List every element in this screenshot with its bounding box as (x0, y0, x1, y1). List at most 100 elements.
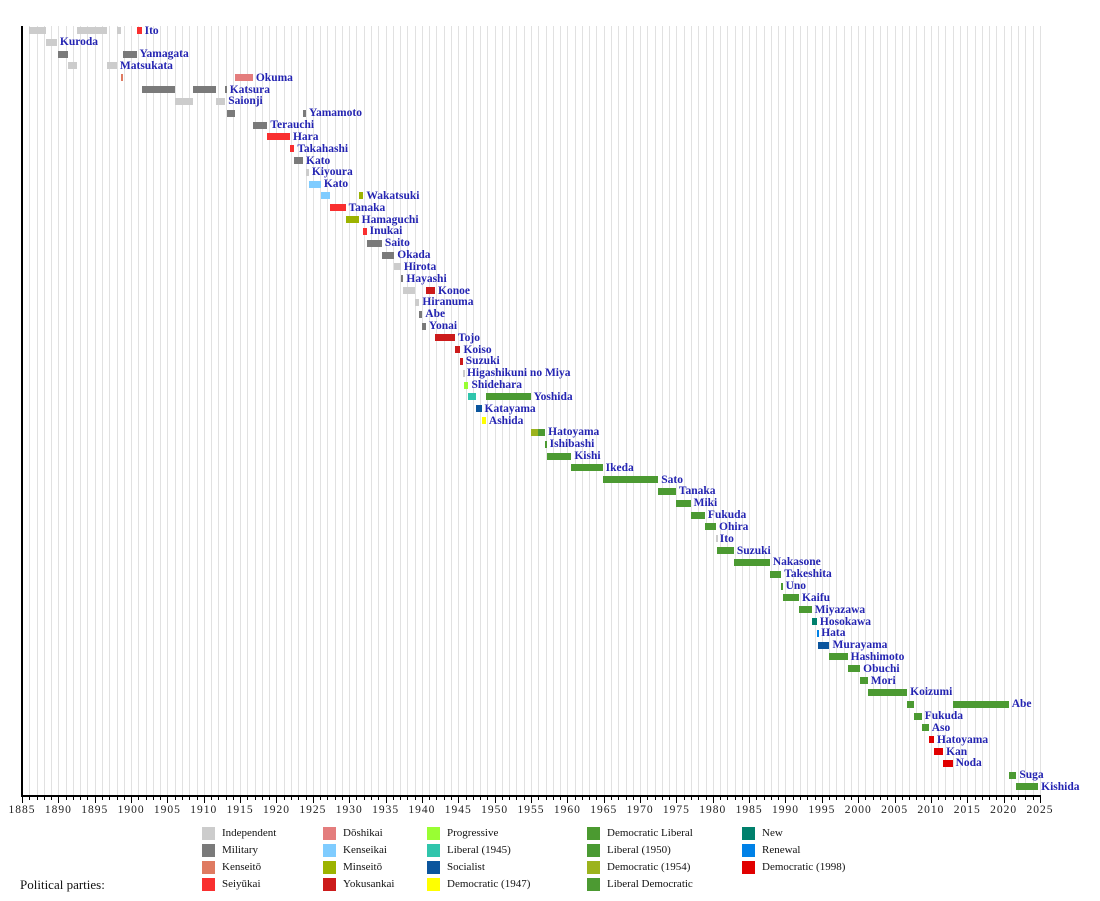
grid-line (494, 26, 496, 795)
major-tick (749, 797, 751, 803)
y-axis-line (21, 26, 23, 795)
grid-line (247, 26, 249, 795)
minor-tick (283, 797, 285, 800)
pm-bar (782, 594, 799, 602)
major-tick (1003, 797, 1005, 803)
grid-line (800, 26, 802, 795)
grid-line (392, 26, 394, 795)
grid-line (43, 26, 45, 795)
pm-bar (403, 287, 415, 295)
axis-tick-label: 2005 (881, 804, 909, 816)
pm-bar (481, 417, 486, 425)
minor-tick (705, 797, 707, 800)
grid-line (429, 26, 431, 795)
pm-label: Ito (719, 532, 734, 545)
grid-line (36, 26, 38, 795)
major-tick (276, 797, 278, 803)
minor-tick (560, 797, 562, 800)
grid-line (930, 26, 932, 795)
grid-line (218, 26, 220, 795)
minor-tick (269, 797, 271, 800)
pm-label: Mori (870, 674, 896, 687)
minor-tick (814, 797, 816, 800)
grid-line (996, 26, 998, 795)
pm-bar (329, 204, 346, 212)
minor-tick (741, 797, 743, 800)
minor-tick (909, 797, 911, 800)
pm-label: Okada (397, 249, 431, 262)
minor-tick (916, 797, 918, 800)
minor-tick (880, 797, 882, 800)
grid-line (320, 26, 322, 795)
minor-tick (938, 797, 940, 800)
grid-line (807, 26, 809, 795)
major-tick (312, 797, 314, 803)
pm-bar (847, 665, 861, 673)
pm-bar (571, 464, 603, 472)
axis-tick-label: 1970 (626, 804, 654, 816)
legend-label: Liberal (1945) (447, 843, 511, 856)
grid-line (836, 26, 838, 795)
pm-bar (320, 192, 330, 200)
pm-bar (235, 74, 253, 82)
pm-label: Saito (384, 237, 410, 250)
minor-tick (211, 797, 213, 800)
legend-label: Democratic Liberal (607, 826, 693, 839)
minor-tick (756, 797, 758, 800)
axis-tick-label: 1925 (299, 804, 327, 816)
pm-label: Yamamoto (308, 107, 362, 120)
legend-label: Seiyūkai (222, 877, 261, 890)
pm-label: Yonai (428, 320, 458, 332)
axis-tick-label: 1950 (481, 804, 509, 816)
legend-swatch (587, 826, 600, 840)
pm-label: Tanaka (348, 201, 386, 214)
pm-bar (303, 109, 306, 117)
pm-bar (475, 405, 482, 413)
minor-tick (116, 797, 118, 800)
grid-line (887, 26, 889, 795)
grid-line (327, 26, 329, 795)
legend-swatch (202, 877, 215, 891)
minor-tick (291, 797, 293, 800)
pm-bar (781, 582, 784, 590)
minor-tick (538, 797, 540, 800)
pm-label: Yoshida (533, 390, 573, 403)
minor-tick (661, 797, 663, 800)
pm-label: Miyazawa (814, 603, 866, 616)
legend-swatch (427, 860, 440, 874)
grid-line (938, 26, 940, 795)
minor-tick (480, 797, 482, 800)
pm-bar (116, 27, 121, 34)
grid-line (821, 26, 823, 795)
pm-label: Ishibashi (549, 438, 595, 451)
pm-label: Hayashi (406, 272, 447, 285)
axis-tick-label: 1935 (372, 804, 400, 816)
pm-bar (860, 677, 868, 685)
minor-tick (400, 797, 402, 800)
grid-line (734, 26, 736, 795)
grid-line (945, 26, 947, 795)
minor-tick (669, 797, 671, 800)
axis-tick-label: 1955 (517, 804, 545, 816)
minor-tick (945, 797, 947, 800)
grid-line (618, 26, 620, 795)
grid-line (94, 26, 96, 795)
grid-line (254, 26, 256, 795)
minor-tick (472, 797, 474, 800)
grid-line (145, 26, 147, 795)
grid-line (1039, 26, 1041, 795)
grid-line (865, 26, 867, 795)
major-tick (349, 797, 351, 803)
major-tick (858, 797, 860, 803)
pm-label: Suga (1019, 769, 1044, 782)
legend-label: Military (222, 843, 259, 856)
legend-swatch (427, 843, 440, 857)
minor-tick (371, 797, 373, 800)
grid-line (363, 26, 365, 795)
major-tick (821, 797, 823, 803)
pm-label: Hatoyama (548, 426, 600, 439)
axis-tick-label: 1920 (262, 804, 290, 816)
grid-line (240, 26, 242, 795)
pm-bar (818, 641, 830, 649)
pm-bar (345, 216, 359, 224)
